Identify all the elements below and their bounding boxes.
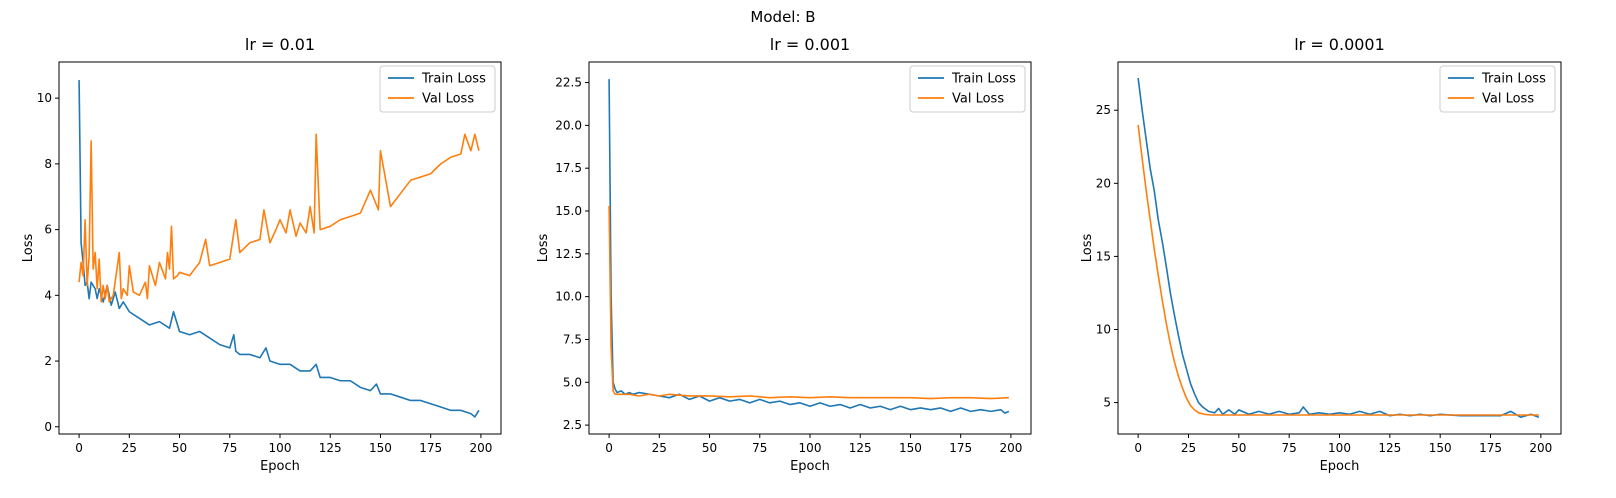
x-tick-label: 125: [319, 441, 342, 455]
x-tick-label: 50: [172, 441, 187, 455]
y-tick-label: 15: [1096, 249, 1111, 263]
axes-frame: [58, 61, 502, 435]
y-tick-label: 20.0: [555, 118, 582, 132]
series-line-val-loss: [1137, 124, 1539, 416]
y-tick-label: 4: [44, 288, 52, 302]
y-axis-label: Loss: [21, 234, 36, 263]
x-tick-label: 150: [899, 441, 922, 455]
y-tick-label: 10: [1096, 322, 1111, 336]
series-line-val-loss: [78, 133, 480, 303]
x-tick-label: 50: [1231, 441, 1246, 455]
y-axis-label: Loss: [1080, 234, 1095, 263]
x-tick-label: 100: [1328, 441, 1351, 455]
y-tick-label: 12.5: [555, 247, 582, 261]
y-tick-label: 10: [37, 91, 52, 105]
x-tick-label: 100: [269, 441, 292, 455]
subplot-1: 0 25 50 75 100 125 150 175 200 0 2 4 6 8 10 lr = 0.01 Ep…: [21, 35, 502, 474]
x-tick-label: 175: [949, 441, 972, 455]
legend: Train Loss Val Loss: [379, 65, 496, 113]
y-tick-label: 7.5: [563, 332, 582, 346]
y-tick-label: 5.0: [563, 375, 582, 389]
figure-suptitle: Model: B: [750, 8, 815, 26]
x-tick-label: 75: [222, 441, 237, 455]
y-tick-label: 15.0: [555, 204, 582, 218]
x-tick-label: 125: [849, 441, 872, 455]
x-tick-label: 25: [652, 441, 667, 455]
y-tick-label: 20: [1096, 176, 1111, 190]
x-tick-label: 175: [1479, 441, 1502, 455]
x-tick-label: 0: [75, 441, 83, 455]
y-tick-label: 0: [44, 420, 52, 434]
x-tick-label: 125: [1378, 441, 1401, 455]
series-line-train-loss: [608, 79, 1010, 414]
x-axis-label: Epoch: [260, 459, 300, 474]
y-tick-label: 6: [44, 223, 52, 237]
y-tick-label: 5: [1103, 396, 1111, 410]
subplot-title: lr = 0.01: [245, 35, 315, 54]
subplot-2: 0 25 50 75 100 125 150 175 200 2.5 5.0 7.5 10.0 12.5 1…: [536, 35, 1032, 474]
series-line-train-loss: [78, 80, 480, 418]
x-tick-label: 175: [419, 441, 442, 455]
x-tick-label: 75: [752, 441, 767, 455]
axes-frame: [588, 61, 1032, 435]
x-tick-label: 200: [999, 441, 1022, 455]
y-axis-label: Loss: [536, 234, 551, 263]
x-axis-label: Epoch: [790, 459, 830, 474]
legend-label-train-loss: Train Loss: [951, 72, 1016, 87]
x-tick-label: 25: [122, 441, 137, 455]
x-tick-label: 50: [702, 441, 717, 455]
legend-label-train-loss: Train Loss: [421, 72, 486, 87]
legend-label-val-loss: Val Loss: [952, 92, 1004, 107]
y-tick-label: 17.5: [555, 161, 582, 175]
x-tick-label: 150: [1429, 441, 1452, 455]
axes-frame: [1117, 61, 1562, 435]
y-tick-label: 10.0: [555, 290, 582, 304]
x-tick-label: 0: [1134, 441, 1142, 455]
legend-label-train-loss: Train Loss: [1481, 72, 1546, 87]
subplot-title: lr = 0.0001: [1294, 35, 1385, 54]
y-tick-label: 25: [1096, 103, 1111, 117]
legend-label-val-loss: Val Loss: [1482, 92, 1534, 107]
x-tick-label: 25: [1181, 441, 1196, 455]
subplot-title: lr = 0.001: [770, 35, 850, 54]
x-tick-label: 75: [1282, 441, 1297, 455]
legend: Train Loss Val Loss: [909, 65, 1026, 113]
x-tick-label: 150: [369, 441, 392, 455]
series-line-train-loss: [1137, 77, 1540, 418]
x-tick-label: 0: [605, 441, 613, 455]
subplot-3: 0 25 50 75 100 125 150 175 200 5 10 15 20 25 lr = 0.00…: [1080, 35, 1562, 474]
y-tick-label: 2.5: [563, 418, 582, 432]
legend: Train Loss Val Loss: [1439, 65, 1556, 113]
y-tick-label: 2: [44, 354, 52, 368]
x-axis-label: Epoch: [1320, 459, 1360, 474]
series-line-val-loss: [608, 205, 1009, 400]
legend-label-val-loss: Val Loss: [422, 92, 474, 107]
y-tick-label: 8: [44, 157, 52, 171]
x-tick-label: 100: [799, 441, 822, 455]
x-tick-label: 200: [1529, 441, 1552, 455]
x-tick-label: 200: [469, 441, 492, 455]
y-tick-label: 22.5: [555, 76, 582, 90]
